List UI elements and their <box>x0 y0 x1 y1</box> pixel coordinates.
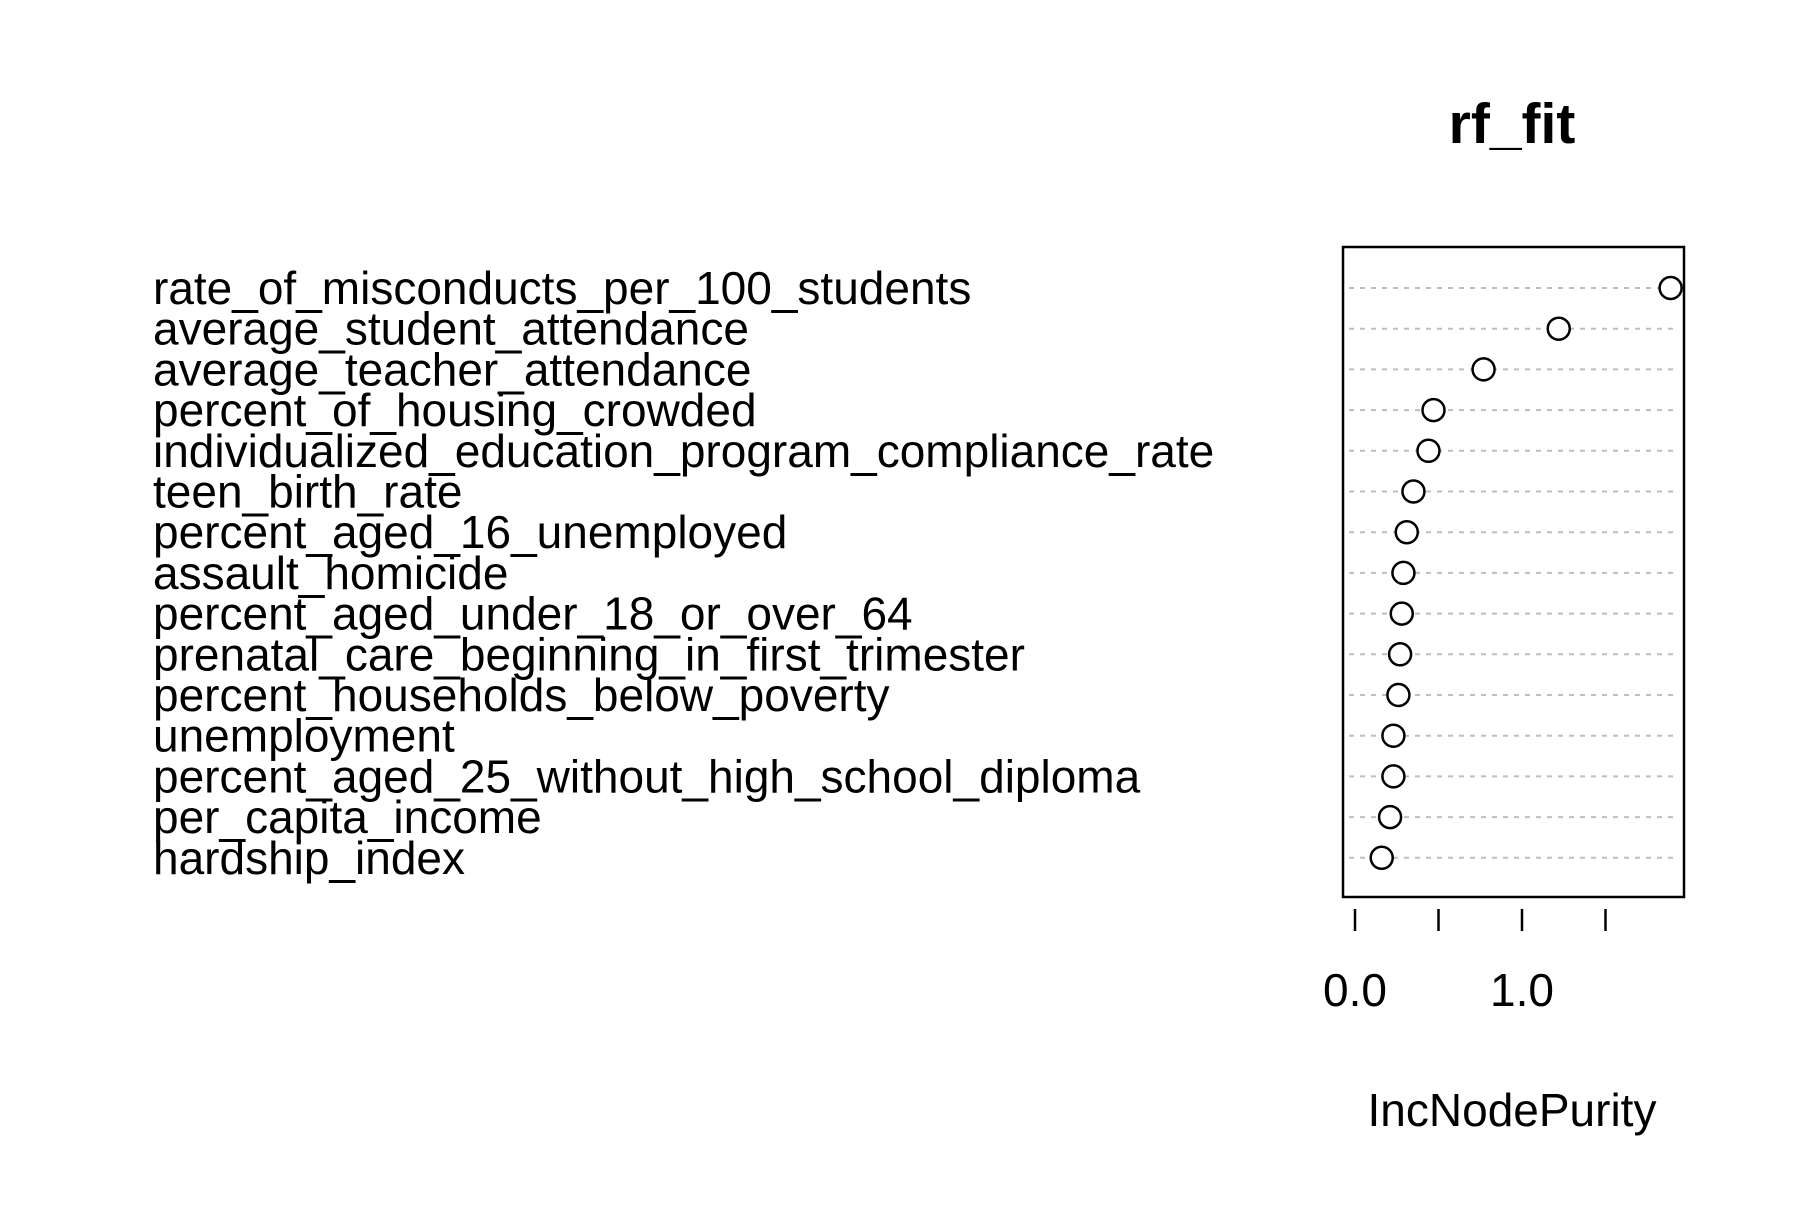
data-point <box>1658 275 1683 301</box>
variable-label: percent_aged_16_unemployed <box>153 506 787 558</box>
data-point <box>1416 438 1441 464</box>
variable-label: rate_of_misconducts_per_100_students <box>153 262 971 314</box>
x-tick-label: 1.0 <box>1490 964 1554 1016</box>
variable-labels: rate_of_misconducts_per_100_studentsaver… <box>153 262 1214 884</box>
variable-label: prenatal_care_beginning_in_first_trimest… <box>153 628 1025 680</box>
data-point <box>1377 804 1403 830</box>
data-point <box>1401 479 1426 504</box>
plot-frame <box>1341 245 1686 899</box>
variable-label: percent_of_housing_crowded <box>153 384 757 436</box>
data-point <box>1381 723 1406 748</box>
variable-label: assault_homicide <box>153 547 508 599</box>
variable-label: individualized_education_program_complia… <box>153 425 1214 477</box>
variable-label: percent_aged_25_without_high_school_dipl… <box>153 750 1141 802</box>
data-point <box>1421 397 1446 423</box>
variable-label: percent_aged_under_18_or_over_64 <box>153 588 913 640</box>
x-axis-title: IncNodePurity <box>1368 1084 1657 1136</box>
data-point <box>1394 519 1420 545</box>
data-point <box>1391 560 1416 586</box>
data-point <box>1386 682 1411 708</box>
data-point <box>1546 316 1571 341</box>
data-points <box>1369 275 1683 871</box>
x-tick-label: 0.0 <box>1323 964 1387 1016</box>
data-point <box>1389 601 1415 626</box>
variable-label: average_teacher_attendance <box>153 343 751 395</box>
variable-label: hardship_index <box>153 832 465 884</box>
x-axis: 0.0 1.0 <box>1323 909 1607 1016</box>
data-point <box>1381 764 1406 789</box>
variable-label: unemployment <box>153 710 455 762</box>
data-point <box>1369 845 1394 871</box>
variable-label: average_student_attendance <box>153 303 749 355</box>
data-point <box>1387 642 1413 667</box>
data-point <box>1471 357 1496 382</box>
variable-label: per_capita_income <box>153 791 542 843</box>
chart-title: rf_fit <box>1449 92 1576 156</box>
variable-label: teen_birth_rate <box>153 466 462 518</box>
variable-label: percent_households_below_poverty <box>153 669 890 721</box>
